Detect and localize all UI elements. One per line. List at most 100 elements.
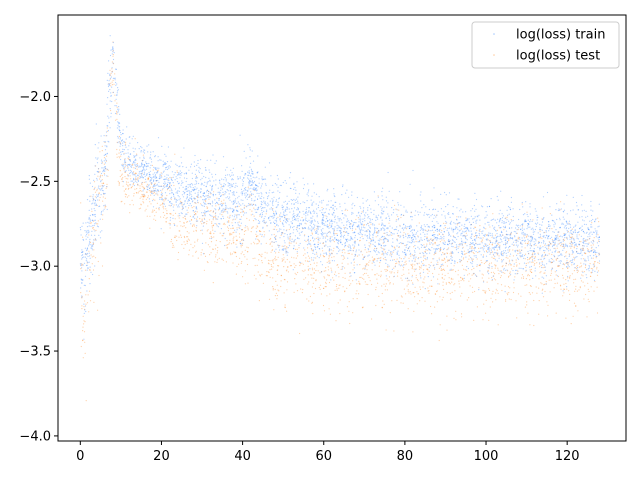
scatter-point-test	[221, 214, 223, 216]
scatter-point-train	[104, 192, 106, 195]
scatter-point-test	[514, 276, 516, 278]
scatter-point-train	[304, 227, 307, 229]
scatter-point-train	[86, 252, 89, 255]
scatter-point-test	[536, 262, 538, 264]
scatter-point-train	[285, 182, 287, 184]
scatter-point-train	[85, 235, 87, 237]
scatter-point-train	[191, 177, 193, 180]
scatter-point-train	[209, 214, 211, 216]
scatter-point-test	[491, 267, 493, 269]
scatter-point-train	[471, 234, 473, 236]
scatter-point-test	[259, 253, 261, 256]
scatter-point-test	[350, 223, 352, 225]
scatter-point-train	[101, 230, 103, 232]
scatter-point-train	[411, 276, 413, 278]
scatter-point-train	[476, 215, 478, 217]
scatter-point-train	[532, 227, 534, 229]
scatter-point-test	[561, 243, 563, 245]
scatter-point-test	[187, 211, 189, 214]
scatter-point-train	[360, 251, 362, 253]
scatter-point-test	[134, 179, 137, 181]
scatter-point-test	[550, 272, 553, 274]
scatter-point-train	[197, 199, 199, 201]
scatter-point-test	[485, 234, 488, 236]
scatter-point-train	[381, 247, 383, 249]
scatter-point-train	[598, 236, 600, 238]
scatter-point-train	[198, 171, 200, 174]
scatter-point-test	[396, 262, 398, 264]
scatter-point-train	[331, 213, 333, 215]
scatter-point-train	[441, 254, 443, 256]
scatter-point-train	[149, 157, 151, 159]
scatter-point-train	[371, 218, 373, 221]
scatter-point-test	[178, 236, 180, 238]
scatter-point-train	[185, 213, 187, 215]
scatter-point-test	[495, 288, 497, 290]
scatter-point-train	[567, 262, 569, 264]
scatter-point-test	[350, 283, 352, 285]
scatter-point-test	[195, 227, 197, 229]
scatter-point-test	[460, 276, 462, 278]
scatter-point-test	[284, 304, 286, 306]
scatter-point-train	[322, 214, 324, 216]
scatter-point-test	[482, 289, 484, 291]
scatter-point-train	[354, 241, 356, 243]
scatter-point-train	[417, 263, 419, 265]
scatter-point-test	[183, 235, 185, 238]
scatter-point-test	[406, 228, 408, 230]
scatter-point-train	[499, 241, 501, 244]
scatter-point-test	[172, 214, 174, 216]
scatter-point-train	[140, 150, 142, 152]
scatter-point-test	[413, 246, 415, 248]
scatter-point-test	[196, 218, 198, 220]
scatter-point-test	[588, 251, 591, 253]
scatter-point-train	[481, 232, 483, 235]
scatter-point-train	[235, 185, 237, 187]
scatter-point-test	[508, 250, 510, 252]
scatter-point-test	[403, 288, 405, 290]
scatter-point-train	[322, 214, 324, 216]
scatter-point-train	[535, 275, 537, 277]
scatter-point-test	[242, 238, 244, 240]
scatter-point-train	[543, 236, 545, 238]
scatter-point-test	[283, 278, 285, 281]
scatter-point-train	[86, 230, 88, 232]
scatter-point-test	[143, 194, 145, 196]
scatter-point-train	[436, 248, 438, 251]
scatter-point-test	[412, 292, 414, 294]
scatter-point-train	[91, 203, 93, 205]
scatter-point-test	[416, 303, 418, 305]
scatter-point-train	[338, 218, 340, 220]
scatter-point-train	[587, 255, 589, 257]
scatter-point-train	[406, 226, 408, 228]
scatter-point-test	[415, 274, 417, 276]
scatter-point-test	[111, 84, 113, 86]
scatter-point-train	[461, 232, 463, 234]
scatter-point-test	[196, 195, 198, 197]
scatter-point-train	[354, 205, 356, 207]
scatter-point-train	[298, 224, 301, 226]
scatter-point-train	[87, 221, 89, 223]
scatter-point-train	[507, 214, 509, 216]
scatter-point-train	[109, 84, 111, 86]
scatter-point-test	[349, 284, 351, 286]
scatter-point-train	[292, 248, 295, 250]
scatter-point-test	[125, 188, 127, 190]
scatter-point-train	[563, 218, 565, 220]
scatter-point-train	[286, 207, 288, 209]
scatter-point-train	[386, 232, 388, 234]
scatter-point-test	[310, 263, 312, 266]
scatter-point-train	[189, 192, 191, 194]
scatter-point-train	[487, 247, 489, 249]
scatter-point-train	[249, 204, 251, 206]
scatter-point-train	[361, 224, 363, 226]
scatter-point-test	[127, 166, 129, 168]
scatter-point-train	[88, 209, 90, 211]
scatter-point-train	[285, 208, 287, 210]
scatter-point-train	[282, 248, 284, 250]
scatter-point-test	[394, 265, 396, 267]
scatter-point-test	[442, 281, 444, 283]
scatter-point-test	[444, 274, 446, 277]
scatter-point-train	[495, 236, 497, 238]
scatter-point-train	[545, 234, 548, 236]
